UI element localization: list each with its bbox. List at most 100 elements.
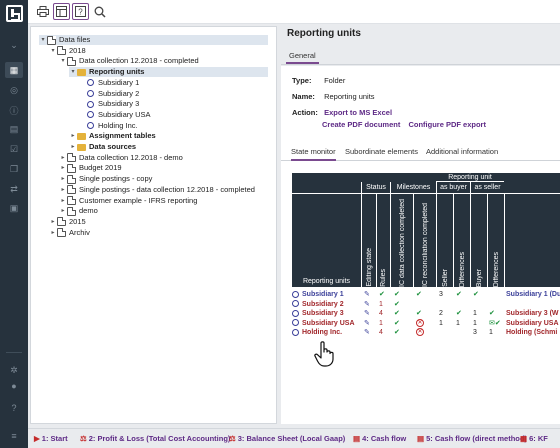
row-unit-label[interactable]: Subsidiary 2: [302, 300, 344, 308]
report-tab-icon: ▦: [520, 434, 528, 443]
report-tab[interactable]: ⚖ 3: Balance Sheet (Local Gaap): [229, 434, 345, 443]
edit-icon[interactable]: ✎: [364, 291, 370, 298]
tree-item[interactable]: ▸ Single postings - data collection 12.20…: [59, 185, 255, 195]
tree-item[interactable]: Subsidiary 1: [79, 78, 139, 88]
tree-item[interactable]: ▾ 2018: [49, 46, 86, 56]
compass-icon[interactable]: ◎: [10, 84, 18, 95]
analytics-icon[interactable]: ▦: [5, 62, 23, 78]
cell-d2: 1: [489, 329, 493, 336]
user-icon[interactable]: ●: [11, 381, 17, 391]
report-tab[interactable]: ▦ 6: KF: [520, 434, 548, 443]
copy-icon[interactable]: ❐: [9, 163, 19, 174]
row-unit-label[interactable]: Subsidiary USA: [302, 319, 355, 327]
chevron-right-icon[interactable]: ▸: [71, 144, 75, 150]
svg-text:?: ?: [78, 8, 83, 17]
tree-item[interactable]: ▾ Data collection 12.2018 - completed: [59, 56, 199, 66]
report-tab[interactable]: ▶ 1: Start: [34, 434, 68, 443]
header-reporting-units[interactable]: Reporting units: [292, 193, 361, 287]
tab-general[interactable]: General: [286, 50, 319, 64]
help-panel-icon[interactable]: ?: [72, 3, 89, 20]
header-extra: [504, 193, 560, 287]
edit-icon[interactable]: ✎: [364, 329, 370, 336]
header-rules[interactable]: Rules: [376, 193, 390, 287]
report-tab[interactable]: ▤ 4: Cash flow: [353, 434, 406, 443]
table-row[interactable]: Holding Inc. ✎ 4 ✔ ✕ 3 1 Holding (Schmi: [292, 328, 560, 337]
chevron-right-icon[interactable]: ▸: [51, 229, 55, 236]
tab-subordinate-elements[interactable]: Subordinate elements: [345, 147, 418, 156]
document-icon[interactable]: ▤: [9, 123, 19, 134]
tab-additional-information[interactable]: Additional information: [426, 147, 499, 156]
table-row[interactable]: Subsidiary USA ✎ 1 ✔ ✕ 1 1 1 ✉✔ Subsidiary USA: [292, 318, 560, 328]
chevron-down-icon[interactable]: ▾: [61, 58, 65, 65]
header-rules-label: Rules: [380, 269, 387, 287]
tree-item[interactable]: ▸ demo: [59, 206, 98, 216]
edit-icon[interactable]: ✎: [364, 319, 370, 327]
table-row[interactable]: Subsidiary 3 ✎ 4 ✔ ✔ 2 ✔ 1 ✔ Subsidiary 3 (W: [292, 309, 560, 318]
header-buyer[interactable]: Buyer: [470, 193, 487, 287]
tree-item[interactable]: ▸ Budget 2019: [59, 163, 122, 173]
tree-item-label: Subsidiary 2: [98, 88, 140, 98]
chevron-right-icon[interactable]: ▸: [61, 197, 65, 204]
chevron-right-icon[interactable]: ▸: [61, 176, 65, 183]
layout-icon[interactable]: [53, 3, 70, 20]
chevron-right-icon[interactable]: ▸: [61, 165, 65, 172]
tree-item[interactable]: ▸ Single postings - copy: [59, 174, 152, 184]
row-unit-label[interactable]: Holding Inc.: [302, 329, 343, 336]
chevron-down-icon[interactable]: ▾: [51, 47, 55, 54]
header-top-blank: [361, 173, 436, 182]
header-differences-1[interactable]: Differences: [453, 193, 470, 287]
row-unit-label[interactable]: Subsidiary 1: [302, 291, 344, 298]
tab-state-monitor[interactable]: State monitor: [291, 147, 336, 161]
exchange-icon[interactable]: ⇄: [10, 183, 18, 194]
configure-pdf-link[interactable]: Configure PDF export: [408, 120, 486, 129]
chevron-down-icon[interactable]: ▾: [71, 69, 75, 76]
table-row[interactable]: Subsidiary 2 ✎ 1 ✔: [292, 300, 560, 309]
print-icon[interactable]: [34, 3, 51, 20]
chevron-down-icon[interactable]: ▾: [41, 37, 45, 43]
report-icon[interactable]: ▣: [9, 202, 19, 213]
header-ic-collection[interactable]: IC data collection completed: [390, 193, 413, 287]
header-editing-state[interactable]: Editing state: [361, 193, 376, 287]
tree-item[interactable]: ▸ Archiv: [49, 228, 90, 238]
tasks-icon[interactable]: ☑: [9, 143, 19, 154]
report-tab[interactable]: ▤ 5: Cash flow (direct method): [417, 434, 527, 443]
header-seller[interactable]: Seller: [436, 193, 453, 287]
edit-icon[interactable]: ✎: [364, 300, 370, 308]
folder-icon: [77, 133, 86, 141]
header-ic-reconciliation[interactable]: IC reconciliation completed: [413, 193, 436, 287]
chevron-right-icon[interactable]: ▸: [61, 208, 65, 215]
cell-rules: 1: [379, 319, 383, 327]
tree-item[interactable]: ▸ 2015: [49, 217, 86, 227]
details-panel: Reporting units General Type: Folder Nam…: [281, 26, 560, 424]
tree-item[interactable]: ▾ Data files: [39, 35, 268, 45]
create-pdf-link[interactable]: Create PDF document: [322, 120, 401, 129]
report-tab[interactable]: ⚖ 2: Profit & Loss (Total Cost Accounting…: [80, 434, 230, 443]
export-excel-link[interactable]: Export to MS Excel: [324, 108, 393, 117]
header-as-buyer-group: as buyer: [436, 182, 470, 193]
tree-item[interactable]: ▾ Reporting units: [69, 67, 268, 78]
chevron-right-icon[interactable]: ▸: [61, 154, 65, 161]
help-icon[interactable]: ?: [11, 403, 17, 413]
collapse-icon[interactable]: ⌄: [10, 39, 18, 50]
tree-item[interactable]: ▸ Customer example - IFRS reporting: [59, 196, 197, 206]
table-row[interactable]: Subsidiary 1 ✎ ✔ ✔ ✔ 3 ✔ ✔ Subsidiary 1 (Du: [292, 290, 560, 299]
menu-icon[interactable]: ≡: [11, 431, 17, 441]
edit-icon[interactable]: ✎: [364, 310, 370, 317]
tree-item[interactable]: Subsidiary 3: [79, 99, 139, 109]
settings-icon[interactable]: ✲: [10, 364, 18, 375]
header-differences-2[interactable]: Differences: [487, 193, 504, 287]
chevron-right-icon[interactable]: ▸: [51, 218, 55, 225]
tree-item[interactable]: ▸ Data sources: [69, 142, 136, 152]
chevron-right-icon[interactable]: ▸: [71, 133, 75, 140]
report-tab-label: 3: Balance Sheet (Local Gaap): [237, 434, 346, 443]
tree-item[interactable]: ▸ Data collection 12.2018 - demo: [59, 153, 183, 163]
tree-item[interactable]: Subsidiary 2: [79, 89, 139, 99]
app-logo[interactable]: [6, 5, 23, 22]
info-icon[interactable]: ⓘ: [9, 105, 19, 116]
row-unit-label[interactable]: Subsidiary 3: [302, 310, 344, 317]
search-icon[interactable]: [91, 3, 108, 20]
tree-item[interactable]: Holding Inc.: [79, 121, 138, 131]
chevron-right-icon[interactable]: ▸: [61, 186, 65, 193]
tree-item[interactable]: Subsidiary USA: [79, 110, 151, 120]
tree-item[interactable]: ▸ Assignment tables: [69, 131, 156, 141]
